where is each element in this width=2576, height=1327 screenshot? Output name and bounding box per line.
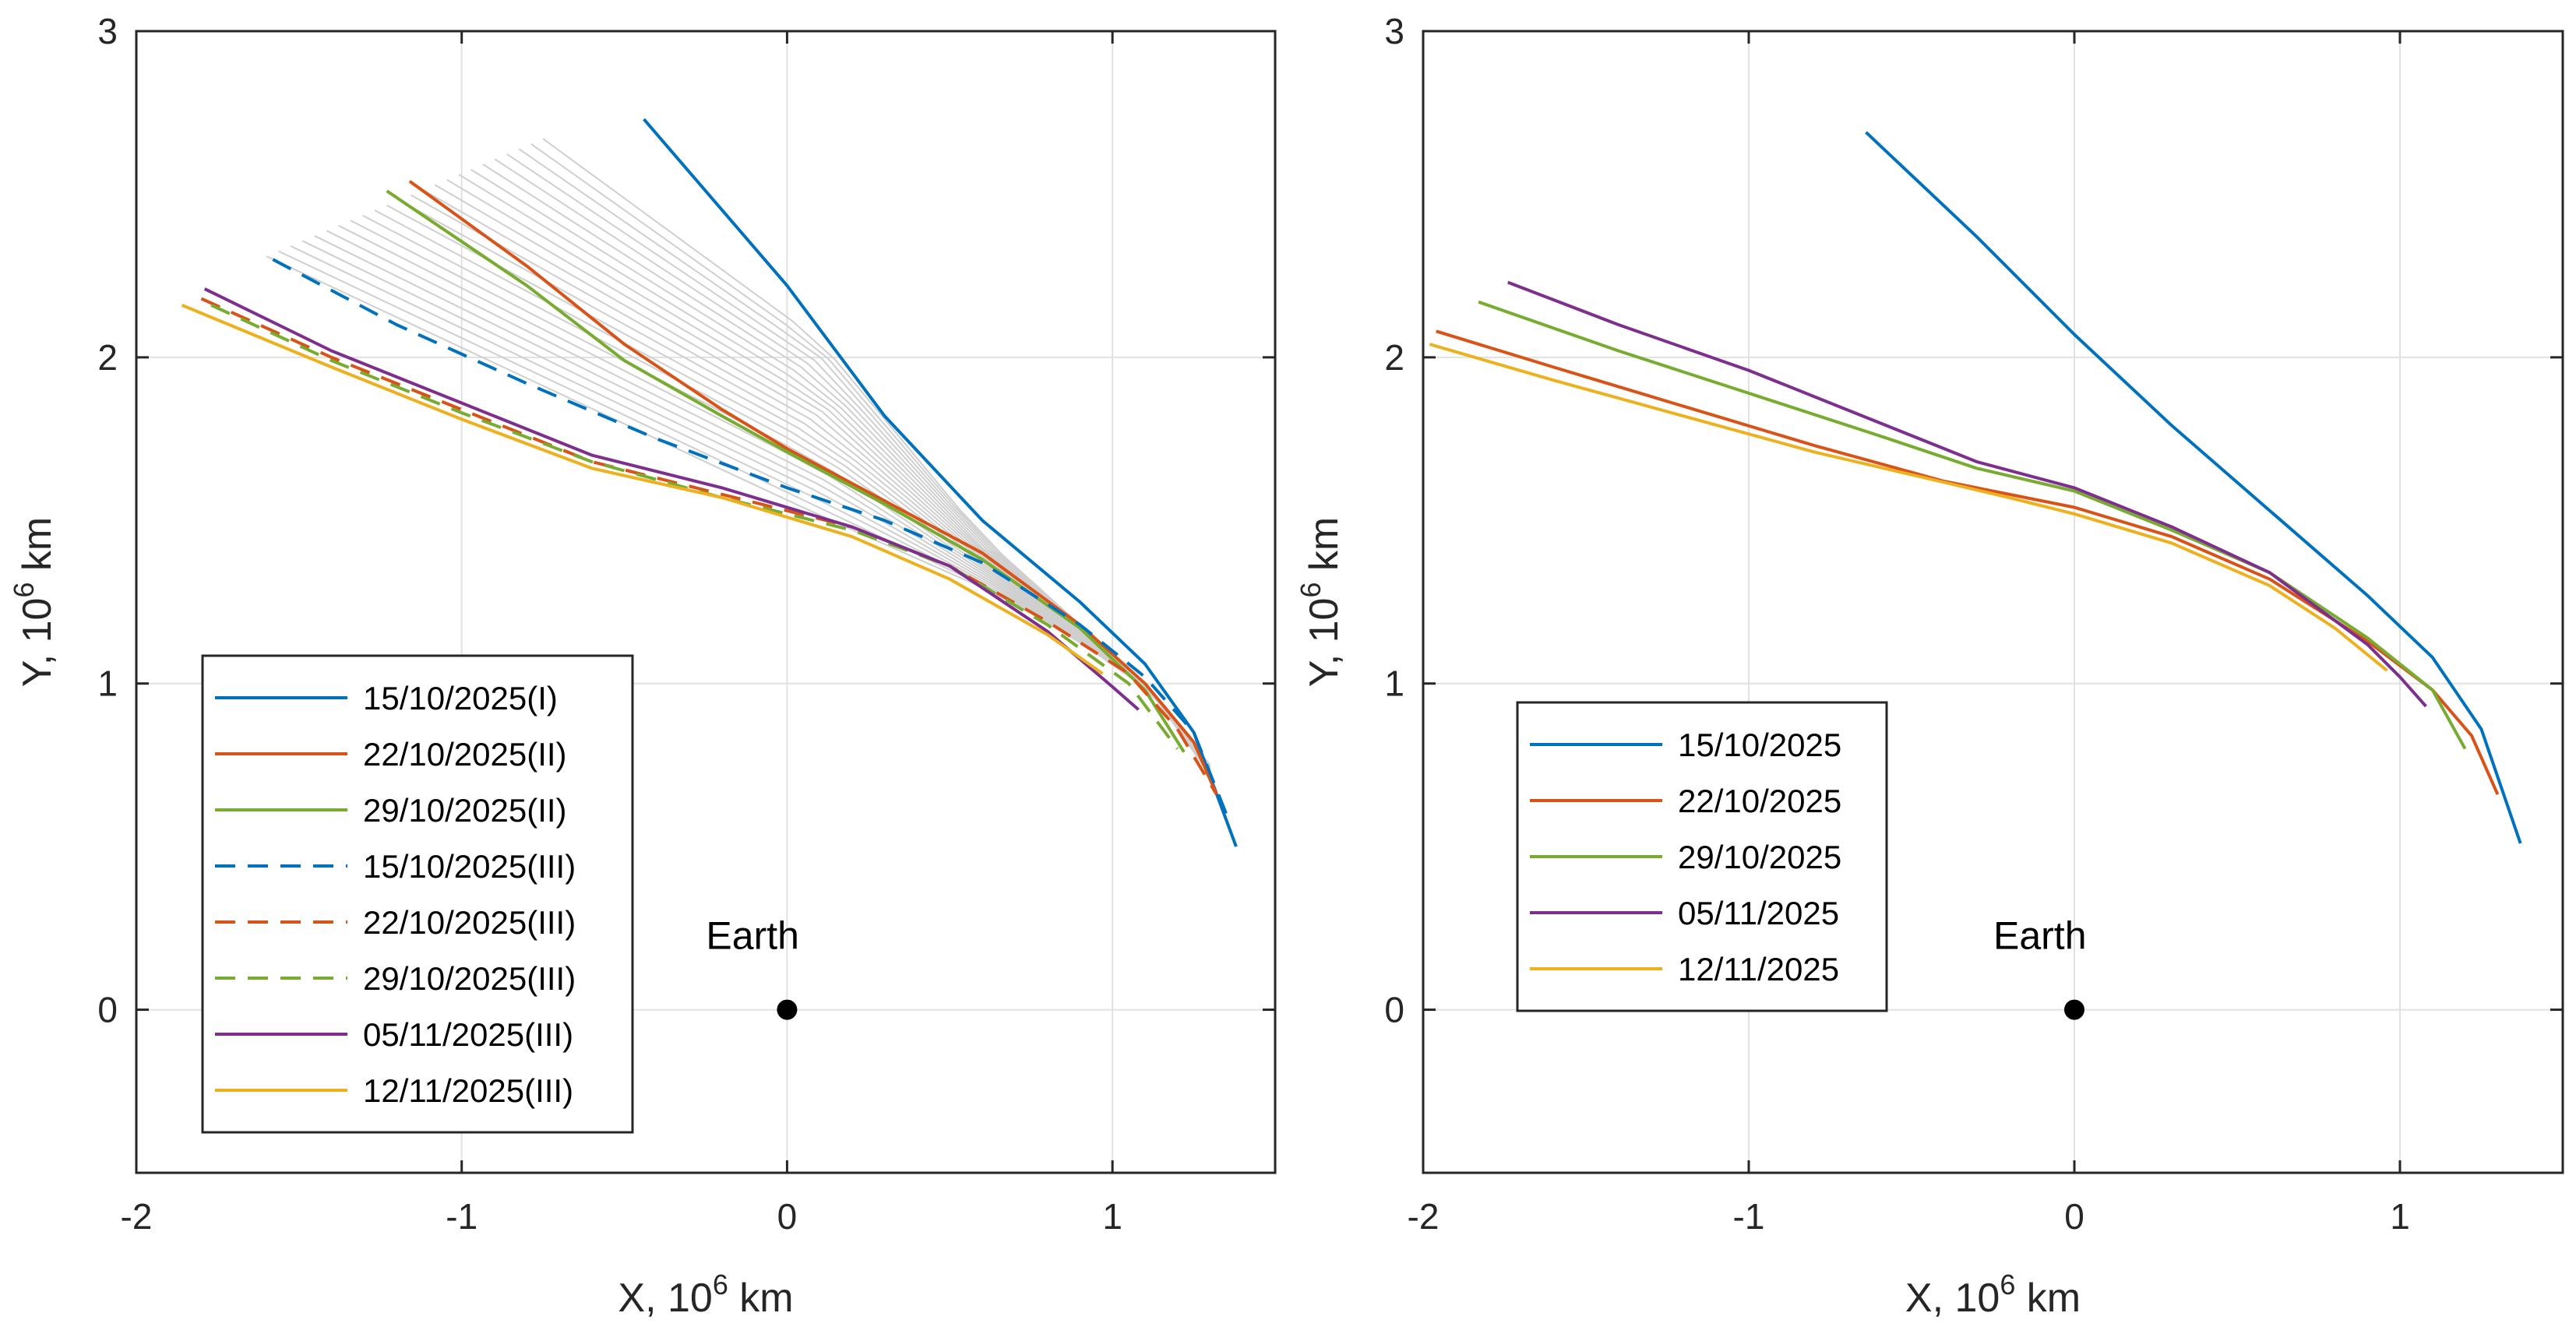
series-line-29/10/2025(II): [386, 189, 1186, 753]
x-axis-label-exponent: 6: [713, 1269, 728, 1301]
y-tick-label: 0: [1384, 990, 1404, 1030]
legend-label: 12/11/2025(III): [363, 1072, 573, 1109]
series-line-15/10/2025(III): [272, 258, 1228, 815]
y-tick-label: 0: [97, 990, 118, 1030]
y-tick-label: 2: [1384, 337, 1404, 378]
legend-label: 12/11/2025: [1678, 951, 1839, 987]
earth-marker: [777, 999, 798, 1020]
x-tick-label: -1: [1733, 1196, 1765, 1237]
legend-label: 15/10/2025(I): [363, 680, 558, 716]
legend-label: 29/10/2025(II): [363, 792, 567, 829]
legend-label: 15/10/2025: [1678, 727, 1841, 763]
y-tick-label: 3: [1384, 11, 1404, 51]
axes-box: [135, 30, 1277, 1174]
legend: 15/10/2025 22/10/2025 29/10/2025 05/11/2025…: [1516, 701, 1888, 1012]
x-tick-label: 1: [2390, 1196, 2410, 1237]
axes-box: [1422, 30, 2564, 1174]
y-axis-label-unit: km: [15, 517, 60, 583]
series-line-15/10/2025: [1865, 131, 2522, 844]
x-axis-label: X, 106 km: [1905, 1269, 2081, 1321]
y-axis-label-text: Y, 10: [1302, 598, 1347, 688]
series-line-29/10/2025: [1478, 300, 2467, 750]
background-trajectory: [266, 255, 1211, 776]
y-axis-label-text: Y, 10: [15, 598, 60, 688]
series-line-22/10/2025: [1436, 329, 2500, 795]
background-trajectory: [326, 230, 1211, 773]
x-axis-label-exponent: 6: [2000, 1269, 2015, 1301]
series-line-12/11/2025: [1429, 343, 2388, 672]
background-trajectory: [301, 240, 1211, 774]
earth-marker: [2064, 999, 2084, 1020]
legend-label: 05/11/2025: [1678, 895, 1839, 931]
series-line-05/11/2025: [1506, 280, 2427, 708]
x-axis-label-text: X, 10: [1905, 1276, 2000, 1321]
x-tick-label: -2: [1408, 1196, 1440, 1237]
y-axis-label: Y, 106 km: [1295, 517, 1347, 688]
y-axis-label-exponent: 6: [1295, 583, 1327, 598]
x-axis-label-text: X, 10: [618, 1276, 712, 1321]
y-axis-label-unit: km: [1302, 517, 1347, 583]
series-line-12/11/2025(III): [181, 303, 1104, 675]
x-tick-label: 0: [777, 1196, 798, 1237]
legend-label: 05/11/2025(III): [363, 1016, 573, 1053]
legend-label: 29/10/2025: [1678, 839, 1841, 875]
x-tick-label: -1: [446, 1196, 477, 1237]
legend-label: 22/10/2025(III): [363, 904, 576, 941]
series-line-29/10/2025(III): [210, 303, 1179, 750]
y-tick-label: 2: [97, 337, 118, 378]
earth-label: Earth: [706, 914, 799, 958]
legend: 15/10/2025(I) 22/10/2025(II) 29/10/2025(II…: [201, 654, 634, 1134]
earth-label: Earth: [1993, 914, 2087, 958]
legend-box: [201, 654, 634, 1134]
y-tick-label: 1: [1384, 664, 1404, 704]
legend-label: 15/10/2025(III): [363, 848, 576, 885]
legend-label: 22/10/2025: [1678, 783, 1841, 819]
y-tick-label: 1: [97, 664, 118, 704]
x-tick-label: 1: [1102, 1196, 1122, 1237]
x-axis-label: X, 106 km: [618, 1269, 793, 1321]
series-line-22/10/2025(II): [408, 180, 1218, 795]
x-axis-label-unit: km: [2015, 1276, 2081, 1321]
y-axis-label: Y, 106 km: [8, 517, 60, 688]
x-tick-label: -2: [121, 1196, 153, 1237]
legend-label: 29/10/2025(III): [363, 960, 576, 997]
x-tick-label: 0: [2064, 1196, 2084, 1237]
background-trajectory: [338, 224, 1211, 773]
legend-label: 22/10/2025(II): [363, 736, 567, 773]
x-axis-label-unit: km: [728, 1276, 794, 1321]
y-axis-label-exponent: 6: [8, 583, 40, 598]
y-tick-label: 3: [97, 11, 118, 51]
background-trajectory: [314, 234, 1211, 774]
